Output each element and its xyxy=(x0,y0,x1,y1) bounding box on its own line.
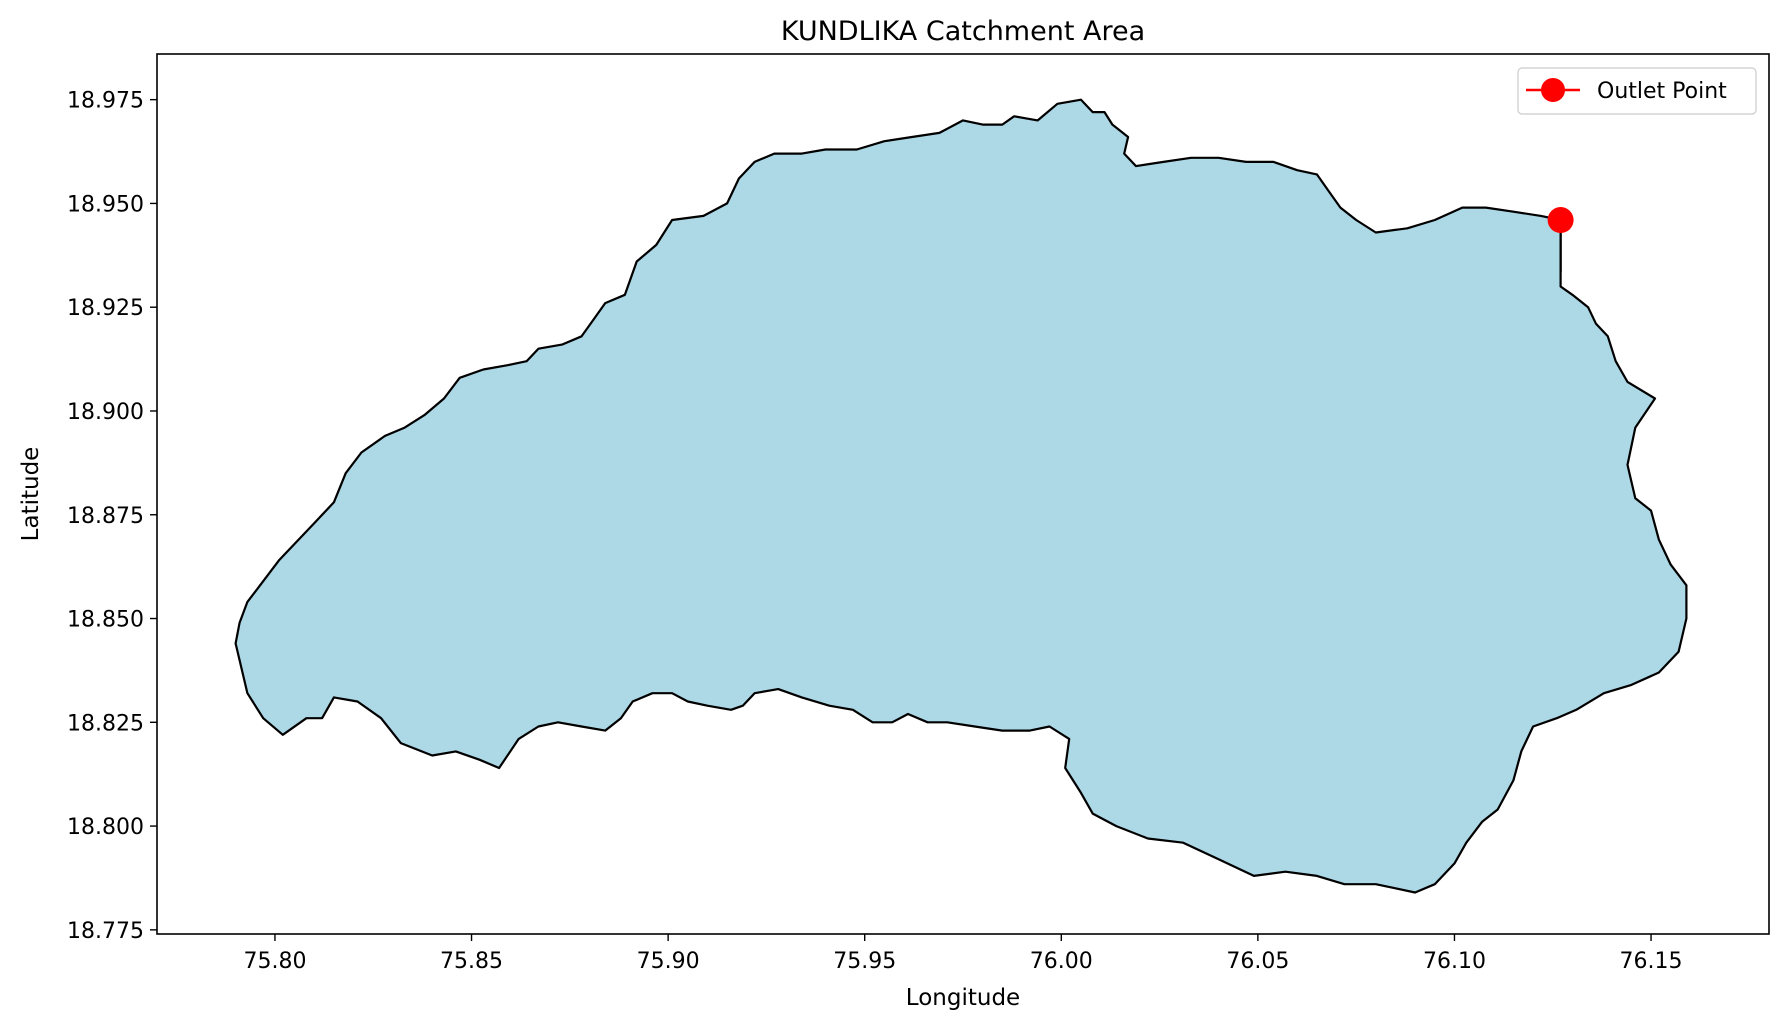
y-tick-label: 18.975 xyxy=(67,89,144,114)
x-axis-ticks: 75.80 75.85 75.90 75.95 76.00 76.05 76.10 76.15 xyxy=(243,934,1683,974)
y-tick-label: 18.800 xyxy=(67,815,144,840)
plot-area xyxy=(156,53,1770,935)
axes-frame xyxy=(156,53,1770,935)
chart-title: KUNDLIKA Catchment Area xyxy=(781,16,1145,47)
y-tick-label: 18.850 xyxy=(67,608,144,633)
y-tick-label: 18.775 xyxy=(67,919,144,944)
outlet-point-marker[interactable] xyxy=(1547,207,1574,234)
x-tick-label: 75.95 xyxy=(833,949,896,974)
x-tick-label: 76.00 xyxy=(1030,949,1093,974)
x-tick-label: 75.80 xyxy=(243,949,306,974)
legend-marker-swatch xyxy=(1541,78,1565,102)
x-tick-label: 76.10 xyxy=(1423,949,1486,974)
catchment-polygon xyxy=(234,98,1688,894)
x-tick-label: 76.05 xyxy=(1226,949,1289,974)
y-axis-ticks: 18.775 18.800 18.825 18.850 18.875 18.900 18.9… xyxy=(67,89,157,944)
legend-entry-outlet-point: Outlet Point xyxy=(1597,79,1727,104)
x-tick-label: 75.90 xyxy=(637,949,700,974)
legend-box xyxy=(1517,67,1757,115)
x-tick-label: 76.15 xyxy=(1620,949,1683,974)
y-tick-label: 18.875 xyxy=(67,504,144,529)
y-axis-label: Latitude xyxy=(18,447,44,542)
x-axis-label: Longitude xyxy=(906,985,1020,1011)
y-tick-label: 18.925 xyxy=(67,296,144,321)
x-tick-label: 75.85 xyxy=(440,949,503,974)
y-tick-label: 18.950 xyxy=(67,192,144,217)
y-tick-label: 18.825 xyxy=(67,711,144,736)
y-tick-label: 18.900 xyxy=(67,400,144,425)
legend: Outlet Point xyxy=(1517,67,1757,115)
